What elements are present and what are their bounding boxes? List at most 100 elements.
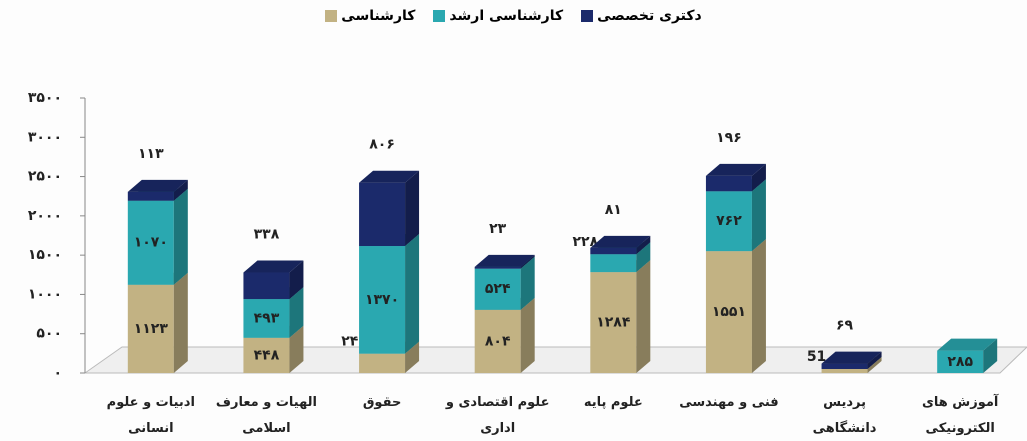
bar-top: [474, 254, 535, 267]
bar-top: [821, 351, 882, 364]
x-tick-label: پردیس دانشگاهی: [812, 395, 877, 436]
bar-side: [405, 170, 420, 247]
bar-top: [359, 170, 420, 183]
x-tick-label: ادبیات و علوم انسانی: [106, 395, 195, 436]
y-tick-label: ۱۰۰۰: [28, 286, 62, 302]
bar-side: [867, 356, 882, 373]
bar-side: [636, 235, 651, 255]
bar-segment: [705, 163, 766, 192]
legend-item: کارشناسی: [325, 8, 415, 24]
bar-front: [359, 353, 406, 373]
value-label: ۱۰۷۰: [134, 235, 168, 251]
bar-side: [520, 256, 535, 310]
bar-front: [243, 272, 290, 300]
bar-side: [289, 260, 304, 300]
bar-top: [705, 163, 766, 176]
value-label: ۷۶۲: [716, 213, 742, 229]
bar-top: [937, 338, 998, 351]
bar-segment: [590, 235, 651, 255]
x-tick-label: فنی و مهندسی: [679, 395, 779, 410]
bar-front: [474, 266, 521, 269]
bar-side: [520, 297, 535, 373]
value-label: ۱۱۲۳: [134, 321, 169, 337]
bar-segment: [937, 338, 998, 373]
bar-front: [590, 254, 637, 273]
bar-segment: [127, 179, 188, 201]
y-tick-label: ۳۰۰۰: [28, 129, 62, 145]
bar-front: [243, 299, 290, 338]
y-tick-label: ۲۰۰۰: [28, 208, 62, 224]
legend-swatch: [325, 10, 338, 22]
x-tick-label: حقوق: [362, 395, 402, 410]
bar-front: [127, 191, 174, 201]
legend-item: دکتری تخصصی: [581, 8, 702, 24]
value-label: ۸۱: [605, 202, 622, 218]
bar-side: [173, 272, 188, 373]
value-label: ۲۲۸: [572, 234, 598, 250]
bar-side: [867, 351, 882, 369]
bar-front: [474, 309, 521, 373]
bar-side: [289, 325, 304, 373]
value-label: ۳۳۸: [254, 227, 280, 243]
legend-label: دکتری تخصصی: [597, 8, 702, 24]
value-label: ۱۳۷۰: [365, 292, 399, 308]
value-label: ۲۸۵: [947, 354, 973, 370]
x-tick-label: علوم پایه: [583, 395, 643, 410]
value-label: ۱۹۶: [716, 130, 742, 146]
bar-side: [520, 254, 535, 269]
legend-swatch: [581, 10, 594, 22]
bar-front: [359, 246, 406, 354]
bar-front: [243, 337, 290, 373]
x-tick-label: الهیات و معارف اسلامی: [215, 395, 318, 436]
bar-top: [243, 260, 304, 273]
bar-top: [590, 235, 651, 248]
bar-front: [127, 284, 174, 373]
bar-front: [821, 368, 868, 373]
bar-side: [751, 163, 766, 192]
value-label: ۴۹۳: [254, 310, 280, 326]
bar-segment: [590, 260, 651, 373]
legend-label: کارشناسی: [341, 8, 416, 24]
y-tick-label: ۲۵۰۰: [28, 169, 62, 185]
value-label: ۱۲۸۴: [596, 315, 631, 331]
bar-side: [751, 239, 766, 373]
legend-swatch: [433, 10, 446, 22]
bar-front: [127, 200, 174, 285]
value-label: ۱۱۳: [138, 146, 164, 162]
x-tick-label: آموزش های الکترونیکی: [921, 395, 999, 436]
bar-side: [751, 179, 766, 252]
legend-item: کارشناسی ارشد: [433, 8, 563, 24]
bar-front: [590, 272, 637, 373]
bar-segment: [359, 170, 420, 247]
floor: [83, 346, 1027, 374]
bar-side: [636, 242, 651, 273]
y-tick-label: ۳۵۰۰: [28, 90, 62, 106]
value-label: ۸۰۴: [485, 333, 511, 349]
y-tick-label: ۰: [53, 365, 62, 381]
value-label: ۶۹: [836, 318, 854, 334]
bar-segment: [243, 260, 304, 300]
value-label: ۲۳: [489, 221, 507, 237]
bar-front: [705, 175, 752, 192]
bar-front: [474, 268, 521, 310]
legend-label: کارشناسی ارشد: [449, 8, 564, 24]
bar-front: [705, 251, 752, 373]
bar-segment: [821, 351, 882, 369]
x-tick-label: علوم اقتصادی و اداری: [445, 395, 550, 436]
bar-side: [405, 234, 420, 354]
bar-side: [405, 341, 420, 373]
value-label: ۵۲۴: [485, 281, 511, 297]
bar-side: [636, 260, 651, 373]
bar-front: [590, 247, 637, 255]
bar-front: [937, 350, 984, 373]
value-label: ۱۵۵۱: [712, 304, 746, 320]
bar-front: [359, 182, 406, 247]
bar-side: [173, 188, 188, 285]
bar-side: [983, 338, 998, 373]
bar-segment: [474, 254, 535, 269]
y-tick-label: ۱۵۰۰: [28, 247, 62, 263]
bar-front: [705, 191, 752, 252]
bar-side: [173, 179, 188, 201]
